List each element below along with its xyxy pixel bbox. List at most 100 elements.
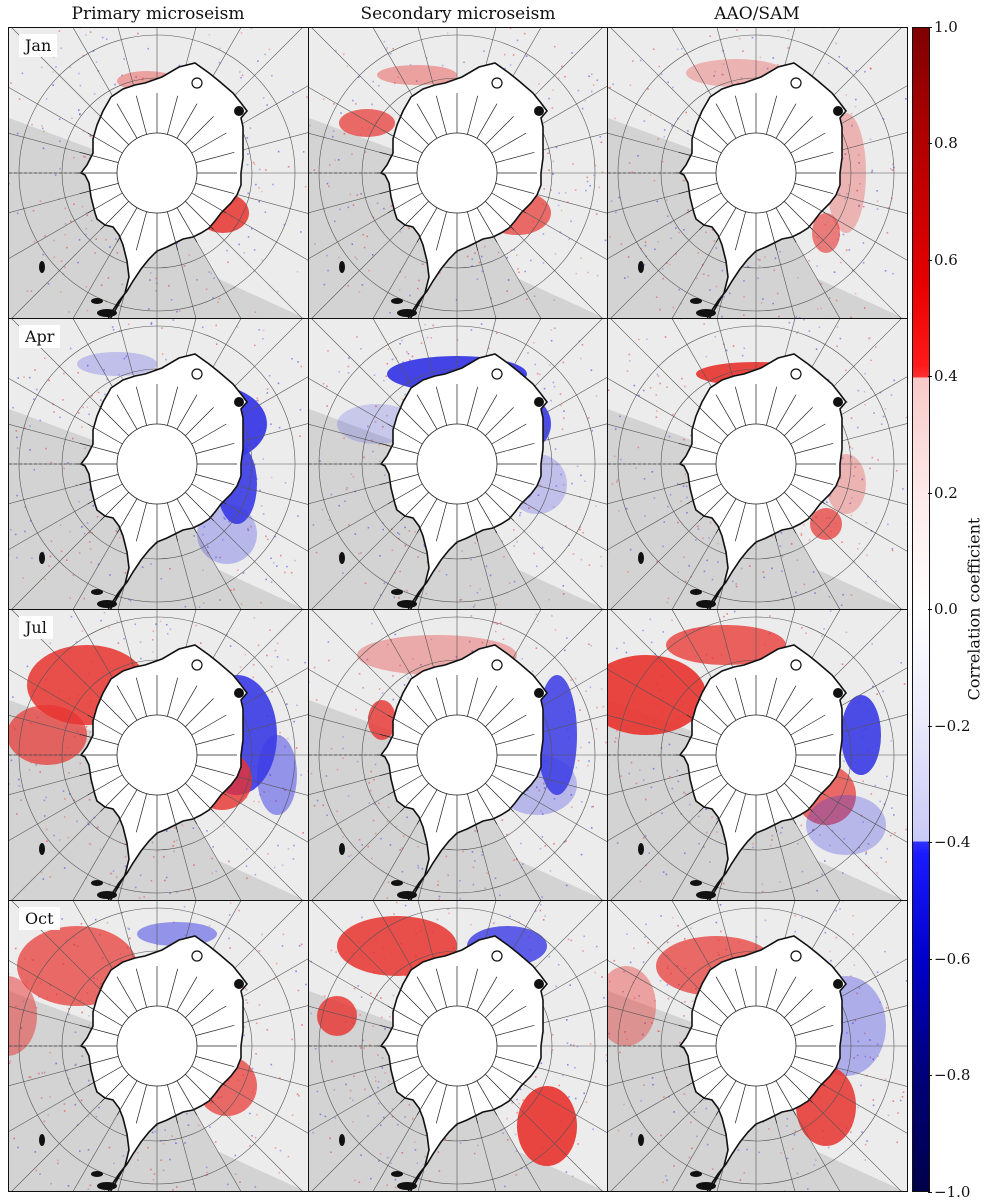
noise-pixel — [370, 1177, 372, 1180]
noise-pixel — [562, 585, 565, 587]
noise-pixel — [561, 65, 563, 68]
noise-pixel — [407, 677, 409, 679]
noise-pixel — [89, 31, 92, 33]
noise-pixel — [155, 290, 158, 292]
noise-pixel — [633, 997, 636, 999]
noise-pixel — [77, 261, 79, 264]
noise-pixel — [193, 864, 195, 866]
noise-pixel — [711, 578, 714, 581]
noise-pixel — [262, 338, 264, 340]
noise-pixel — [244, 653, 247, 656]
noise-pixel — [420, 664, 422, 666]
noise-pixel — [797, 330, 799, 333]
noise-pixel — [386, 47, 388, 49]
meridian-line — [794, 151, 834, 163]
noise-pixel — [372, 450, 374, 453]
noise-pixel — [334, 1117, 336, 1119]
noise-pixel — [247, 528, 249, 530]
meridian-line — [387, 1065, 423, 1087]
noise-pixel — [824, 860, 826, 862]
noise-pixel — [171, 1135, 174, 1137]
noise-pixel — [312, 1131, 314, 1134]
noise-pixel — [672, 86, 674, 89]
island — [696, 1182, 716, 1190]
noise-pixel — [244, 987, 247, 990]
noise-pixel — [551, 1033, 554, 1036]
noise-pixel — [755, 936, 758, 938]
noise-pixel — [330, 949, 332, 952]
noise-pixel — [590, 644, 593, 647]
meridian-line — [379, 183, 419, 195]
noise-pixel — [853, 1057, 855, 1059]
noise-pixel — [287, 658, 289, 661]
noise-pixel — [125, 355, 128, 358]
noise-pixel — [21, 72, 24, 75]
noise-pixel — [202, 533, 204, 536]
meridian-line — [790, 483, 826, 505]
noise-pixel — [630, 1134, 632, 1137]
noise-pixel — [332, 130, 335, 132]
noise-pixel — [781, 570, 783, 572]
noise-pixel — [678, 288, 680, 291]
noise-pixel — [392, 47, 394, 50]
meridian-line — [495, 733, 535, 745]
noise-pixel — [176, 839, 178, 842]
noise-pixel — [140, 657, 142, 660]
noise-pixel — [675, 253, 677, 255]
noise-pixel — [70, 220, 72, 223]
noise-pixel — [426, 336, 429, 339]
noise-pixel — [620, 458, 622, 461]
noise-pixel — [258, 800, 260, 803]
noise-pixel — [284, 482, 287, 484]
noise-pixel — [81, 205, 84, 208]
noise-pixel — [851, 447, 854, 450]
meridian-line — [195, 733, 235, 745]
noise-pixel — [390, 1162, 392, 1165]
noise-pixel — [404, 544, 407, 547]
noise-pixel — [489, 574, 492, 577]
noise-pixel — [262, 97, 265, 99]
noise-pixel — [863, 307, 866, 309]
noise-pixel — [338, 504, 340, 507]
noise-pixel — [364, 1088, 366, 1091]
noise-pixel — [165, 830, 168, 832]
noise-pixel — [386, 897, 389, 899]
island — [638, 552, 644, 564]
noise-pixel — [499, 622, 502, 624]
island — [690, 1171, 702, 1177]
meridian-line — [400, 492, 429, 521]
noise-pixel — [463, 61, 465, 64]
noise-pixel — [828, 62, 830, 65]
noise-pixel — [667, 597, 670, 600]
noise-pixel — [807, 1188, 809, 1190]
noise-pixel — [69, 347, 72, 350]
noise-pixel — [197, 1124, 200, 1127]
noise-pixel — [66, 559, 68, 561]
noise-pixel — [803, 319, 805, 321]
noise-pixel — [571, 52, 573, 54]
noise-pixel — [843, 760, 845, 762]
noise-pixel — [552, 506, 555, 508]
meridian-line — [734, 793, 746, 833]
noise-pixel — [831, 830, 834, 832]
pole-hole — [715, 132, 797, 214]
noise-pixel — [327, 269, 329, 272]
meridian-line — [686, 1005, 722, 1027]
noise-pixel — [516, 1111, 518, 1114]
noise-pixel — [795, 316, 798, 318]
noise-pixel — [751, 36, 754, 39]
noise-pixel — [9, 1060, 12, 1062]
noise-pixel — [215, 870, 218, 873]
meridian-line — [135, 677, 147, 717]
noise-pixel — [801, 917, 803, 919]
noise-pixel — [87, 1024, 90, 1027]
island — [397, 309, 417, 317]
noise-pixel — [155, 623, 157, 625]
noise-pixel — [258, 200, 260, 203]
noise-pixel — [176, 242, 178, 245]
noise-pixel — [373, 374, 376, 377]
noise-pixel — [522, 1099, 524, 1101]
noise-pixel — [786, 1157, 789, 1160]
meridian-line — [176, 103, 198, 139]
noise-pixel — [601, 976, 603, 978]
